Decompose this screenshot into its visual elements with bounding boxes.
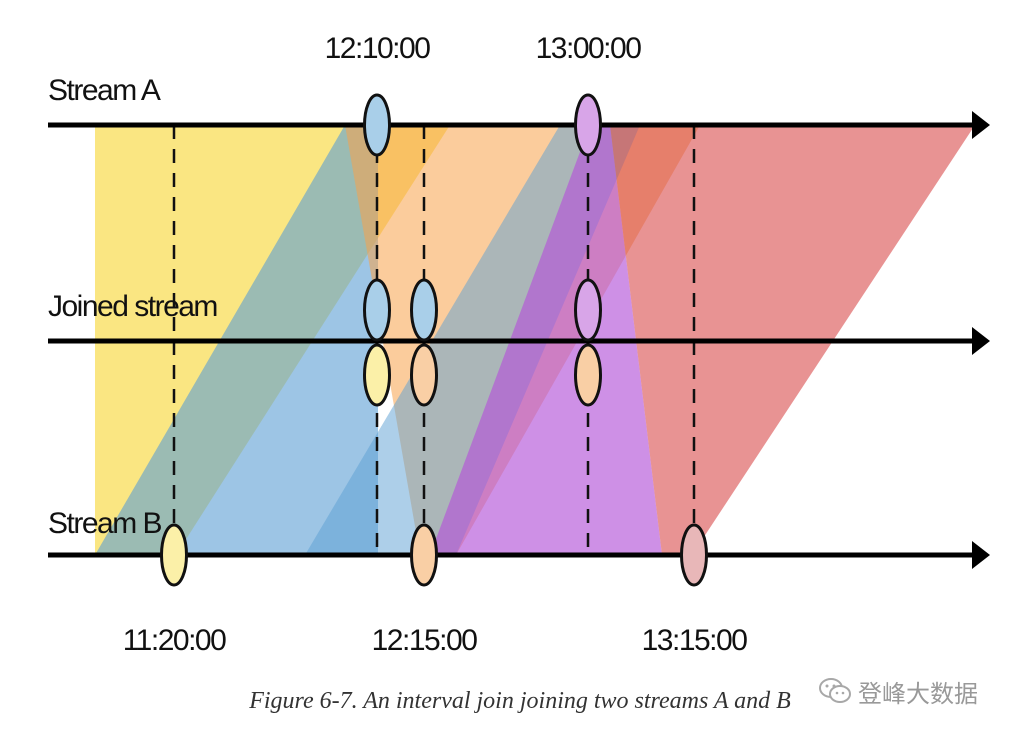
figure-caption: Figure 6-7. An interval join joining two… (249, 688, 791, 714)
time-label-b2: 12:15:00 (372, 624, 478, 657)
stream-b-label: Stream B (48, 507, 162, 540)
joined-stream-axis (48, 327, 990, 355)
arrowhead-icon (972, 541, 990, 569)
time-label-b1: 11:20:00 (123, 624, 226, 657)
stream-b-event-1 (160, 523, 188, 587)
stream-a-axis (48, 111, 990, 139)
joined-event-b-1 (363, 343, 391, 407)
time-label-b3: 13:15:00 (642, 624, 748, 657)
watermark-text: 登峰大数据 (858, 679, 978, 708)
stream-b-event-3 (680, 523, 708, 587)
joined-event-a-3 (574, 278, 602, 342)
joined-stream-label: Joined stream (48, 290, 217, 323)
stream-b-event-2 (410, 523, 438, 587)
stream-b-axis (48, 541, 990, 569)
arrowhead-icon (972, 327, 990, 355)
stream-a-event-2 (574, 93, 602, 157)
arrowhead-icon (972, 111, 990, 139)
joined-event-b-3 (574, 343, 602, 407)
joined-event-b-2 (410, 343, 438, 407)
wechat-icon (819, 678, 851, 703)
time-label-a2: 13:00:00 (536, 32, 642, 65)
stream-a-label: Stream A (48, 74, 161, 107)
joined-event-a-1 (363, 278, 391, 342)
stream-a-event-1 (363, 93, 391, 157)
joined-event-a-2 (410, 278, 438, 342)
time-label-a1: 12:10:00 (325, 32, 431, 65)
watermark: 登峰大数据 (818, 676, 978, 708)
